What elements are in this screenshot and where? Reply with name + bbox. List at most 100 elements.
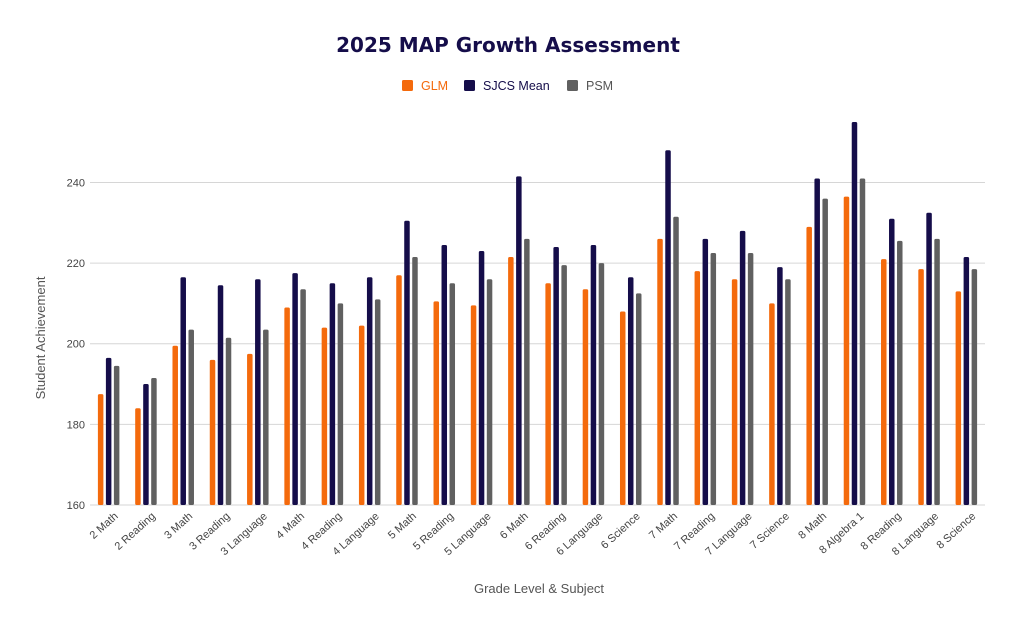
- bar: [918, 269, 924, 505]
- bar: [731, 279, 738, 505]
- bar: [627, 277, 634, 505]
- bar: [366, 277, 373, 505]
- legend-swatch: [567, 80, 578, 91]
- bar: [897, 240, 903, 505]
- bar: [806, 226, 812, 506]
- bar: [486, 279, 493, 505]
- bar: [292, 273, 298, 505]
- legend-label: SJCS Mean: [483, 79, 550, 93]
- bar: [113, 365, 120, 505]
- bar: [710, 253, 717, 505]
- y-tick-label: 200: [67, 339, 85, 351]
- legend-label: GLM: [421, 79, 448, 93]
- bar: [822, 198, 828, 505]
- bar: [374, 299, 381, 505]
- bar: [524, 238, 530, 506]
- x-tick-label: 2 Reading: [113, 510, 158, 552]
- bar: [449, 283, 456, 505]
- bar: [582, 289, 589, 505]
- bar: [180, 277, 186, 505]
- bar: [412, 257, 418, 505]
- legend-swatch: [464, 80, 475, 91]
- legend-swatch: [402, 80, 413, 91]
- y-axis-title: Student Achievement: [33, 276, 48, 399]
- bar: [702, 238, 709, 506]
- bar: [657, 238, 663, 506]
- x-axis-title: Grade Level & Subject: [474, 581, 604, 596]
- bar: [329, 283, 336, 505]
- bar: [172, 345, 178, 505]
- bar: [934, 238, 940, 506]
- bar: [404, 220, 410, 505]
- bar: [358, 325, 365, 505]
- bar: [516, 176, 522, 505]
- x-tick-label: 5 Math: [386, 510, 419, 541]
- bar: [545, 283, 551, 505]
- bar: [619, 311, 626, 505]
- legend: GLM SJCS Mean PSM: [402, 79, 613, 93]
- bar: [247, 353, 253, 505]
- bar: [217, 285, 224, 505]
- x-tick-label: 7 Math: [647, 510, 680, 541]
- legend-label: PSM: [586, 79, 613, 93]
- gridlines: [90, 181, 985, 506]
- bar: [785, 279, 791, 505]
- bar: [889, 218, 895, 506]
- bar: [470, 305, 477, 505]
- y-tick-label: 160: [67, 500, 85, 512]
- bar: [321, 327, 328, 505]
- bar: [396, 275, 402, 505]
- bar: [881, 259, 887, 505]
- bar: [739, 230, 746, 505]
- bar: [769, 303, 775, 505]
- bar: [694, 271, 701, 505]
- bar: [143, 384, 149, 505]
- x-tick-label: 3 Math: [162, 510, 195, 541]
- bar: [263, 329, 269, 505]
- x-tick-label: 4 Math: [274, 510, 307, 541]
- chart-title: 2025 MAP Growth Assessment: [336, 33, 680, 57]
- bar: [441, 244, 448, 505]
- bar: [478, 251, 485, 505]
- bar: [955, 291, 962, 505]
- bar: [188, 329, 194, 505]
- bar: [97, 394, 104, 505]
- bar: [151, 378, 157, 505]
- bar: [777, 267, 783, 505]
- bar: [673, 216, 679, 505]
- bar: [598, 263, 605, 505]
- bar: [225, 337, 232, 505]
- bar: [135, 408, 141, 505]
- x-tick-label: 8 Math: [796, 510, 829, 541]
- bars: [97, 122, 978, 506]
- y-tick-label: 180: [67, 419, 85, 431]
- bar: [814, 178, 820, 505]
- x-tick-label: 7 Science: [748, 510, 792, 551]
- bar: [209, 359, 216, 505]
- y-tick-label: 220: [67, 258, 85, 270]
- x-tick-label: 6 Science: [599, 510, 643, 551]
- bar: [433, 301, 440, 505]
- bar: [926, 212, 932, 506]
- bar: [635, 293, 642, 505]
- y-axis-ticks: 160 180 200 220 240: [67, 177, 85, 512]
- bar: [337, 303, 344, 505]
- bar: [665, 150, 671, 505]
- bar: [859, 178, 866, 505]
- bar: [851, 122, 858, 505]
- bar: [284, 307, 290, 505]
- bar: [843, 196, 850, 505]
- bar: [255, 279, 261, 505]
- bar: [747, 253, 754, 505]
- y-tick-label: 240: [67, 177, 85, 189]
- bar: [561, 265, 567, 505]
- bar: [105, 357, 112, 505]
- bar: [963, 257, 970, 505]
- bar: [971, 269, 978, 505]
- bar: [590, 244, 597, 505]
- x-tick-label: 2 Math: [88, 510, 121, 541]
- x-tick-label: 8 Science: [934, 510, 978, 551]
- bar: [553, 246, 559, 505]
